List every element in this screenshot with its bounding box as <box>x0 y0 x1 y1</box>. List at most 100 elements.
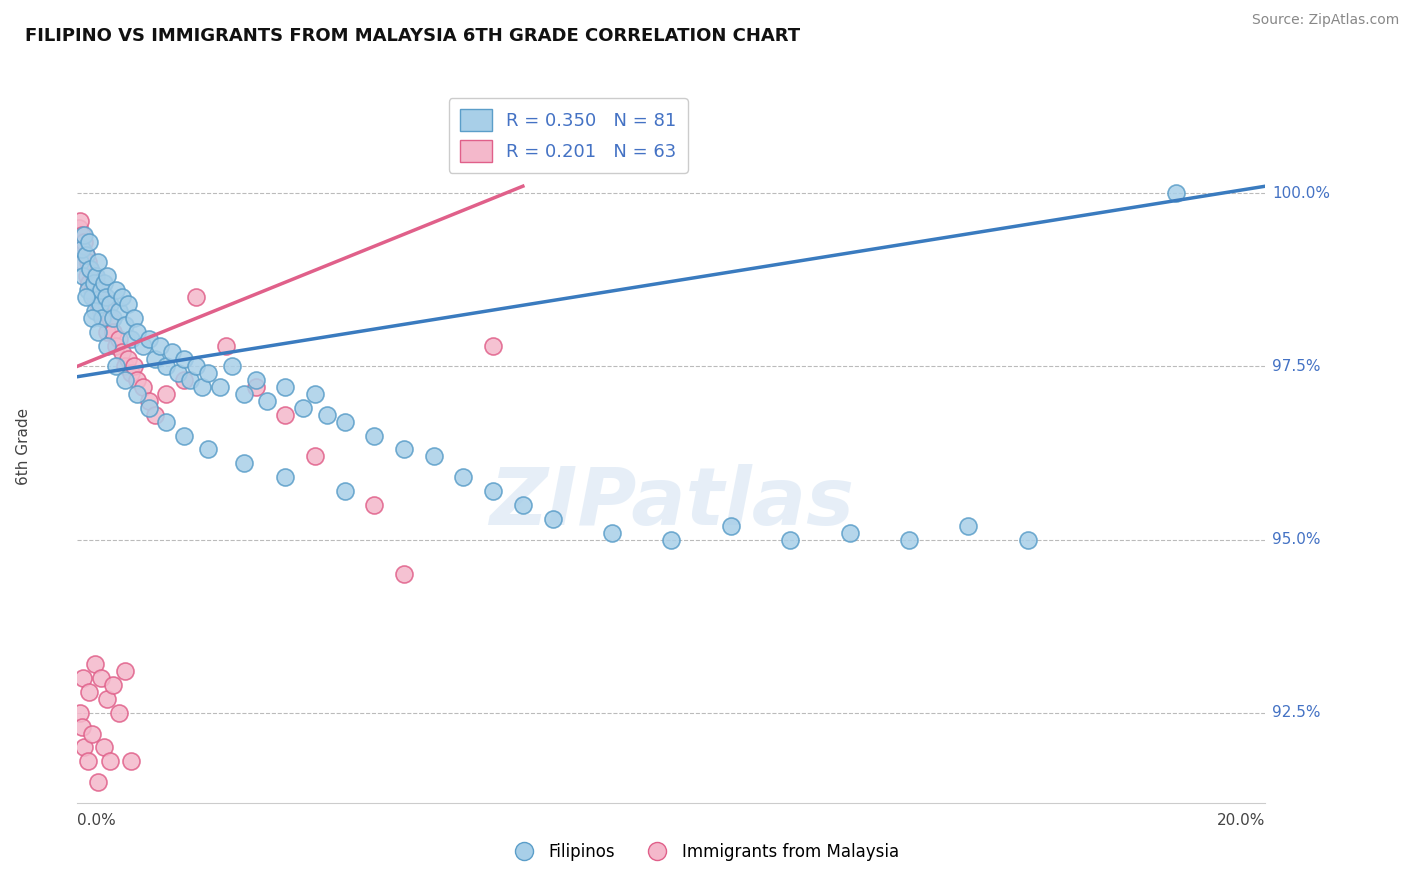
Point <box>104 338 127 352</box>
Point <box>111 290 134 304</box>
Point <box>779 533 801 547</box>
Point <box>215 338 238 352</box>
Point <box>101 678 124 692</box>
Point <box>125 325 148 339</box>
Point <box>149 338 172 352</box>
Point <box>245 380 267 394</box>
Point <box>125 387 148 401</box>
Point <box>600 525 623 540</box>
Point <box>73 740 96 755</box>
Point <box>83 276 105 290</box>
Point <box>138 394 160 409</box>
Point <box>173 428 195 442</box>
Point <box>96 325 118 339</box>
Point <box>89 297 111 311</box>
Point <box>117 352 139 367</box>
Point <box>838 525 860 540</box>
Point <box>304 450 326 464</box>
Point <box>90 283 112 297</box>
Point <box>423 450 446 464</box>
Point <box>77 685 100 699</box>
Text: 97.5%: 97.5% <box>1272 359 1320 374</box>
Point <box>898 533 921 547</box>
Point <box>86 276 108 290</box>
Point <box>208 380 231 394</box>
Point <box>720 518 742 533</box>
Point <box>72 269 94 284</box>
Point <box>83 269 105 284</box>
Point <box>70 227 93 242</box>
Point <box>363 428 385 442</box>
Point <box>87 255 110 269</box>
Point <box>87 297 110 311</box>
Point <box>117 297 139 311</box>
Point <box>292 401 315 415</box>
Point <box>84 290 107 304</box>
Point <box>104 283 127 297</box>
Point <box>70 242 93 256</box>
Text: 6th Grade: 6th Grade <box>17 408 31 484</box>
Point <box>94 290 117 304</box>
Point <box>73 227 96 242</box>
Point <box>94 297 117 311</box>
Point <box>69 706 91 720</box>
Point <box>93 310 115 325</box>
Point <box>197 442 219 457</box>
Point <box>125 373 148 387</box>
Point <box>98 310 121 325</box>
Point <box>73 235 96 249</box>
Point <box>392 442 415 457</box>
Point <box>173 373 195 387</box>
Point <box>221 359 243 374</box>
Point <box>90 304 112 318</box>
Point <box>82 726 104 740</box>
Point <box>104 359 127 374</box>
Text: Source: ZipAtlas.com: Source: ZipAtlas.com <box>1251 13 1399 28</box>
Point <box>114 373 136 387</box>
Point <box>274 408 297 422</box>
Point <box>75 290 97 304</box>
Point <box>93 740 115 755</box>
Point <box>315 408 337 422</box>
Text: 100.0%: 100.0% <box>1272 186 1330 201</box>
Point <box>82 310 104 325</box>
Point <box>661 533 683 547</box>
Point <box>96 338 118 352</box>
Point <box>143 408 166 422</box>
Point <box>162 345 184 359</box>
Point <box>191 380 214 394</box>
Point <box>957 518 980 533</box>
Point <box>333 483 356 498</box>
Point <box>69 214 91 228</box>
Point <box>453 470 475 484</box>
Point <box>90 671 112 685</box>
Point <box>67 220 90 235</box>
Point <box>82 290 104 304</box>
Point <box>101 325 124 339</box>
Point <box>155 359 177 374</box>
Point <box>101 310 124 325</box>
Point <box>122 310 145 325</box>
Point <box>96 269 118 284</box>
Point <box>274 470 297 484</box>
Point <box>69 255 91 269</box>
Point <box>91 290 114 304</box>
Point <box>72 255 94 269</box>
Point <box>138 332 160 346</box>
Point <box>333 415 356 429</box>
Text: 0.0%: 0.0% <box>77 814 117 828</box>
Legend: Filipinos, Immigrants from Malaysia: Filipinos, Immigrants from Malaysia <box>501 837 905 868</box>
Point <box>87 325 110 339</box>
Point <box>274 380 297 394</box>
Point <box>392 567 415 582</box>
Point <box>143 352 166 367</box>
Point <box>79 262 101 277</box>
Point <box>541 512 564 526</box>
Point <box>512 498 534 512</box>
Point <box>482 483 505 498</box>
Point <box>93 276 115 290</box>
Point <box>77 255 100 269</box>
Point <box>77 235 100 249</box>
Point <box>89 283 111 297</box>
Point <box>114 664 136 678</box>
